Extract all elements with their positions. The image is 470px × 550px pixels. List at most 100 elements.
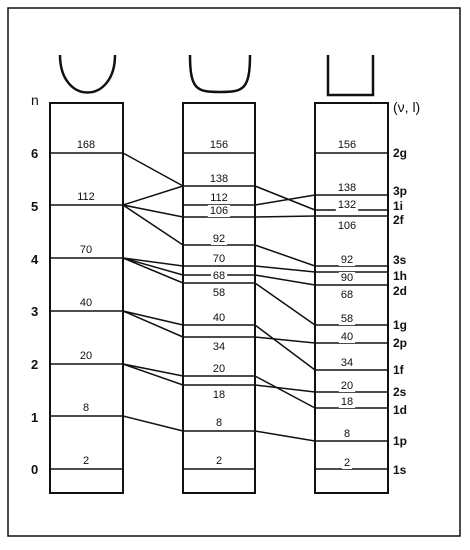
col3-number: 68: [341, 289, 353, 301]
col1-number: 112: [77, 191, 95, 203]
number-background: [210, 287, 228, 299]
col3-number: 90: [341, 272, 353, 284]
woods-saxon-potential-icon: [188, 54, 252, 94]
quantum-numbers-label: (ν, l): [393, 99, 420, 115]
col2-number: 20: [213, 363, 225, 375]
state-label: 1d: [393, 403, 407, 417]
col2-number: 138: [210, 173, 228, 185]
connector-line: [122, 185, 184, 206]
state-label: 2s: [393, 385, 407, 399]
col3-number: 20: [341, 380, 353, 392]
number-background: [77, 297, 95, 309]
n-tick-labels: 0 1 2 3 4 5 6: [31, 146, 39, 477]
number-background: [338, 357, 356, 369]
square-well-column: [314, 102, 389, 494]
state-label: 1p: [393, 434, 407, 448]
col1-number: 168: [77, 139, 95, 151]
number-background: [77, 350, 95, 362]
col1-number: 2: [83, 455, 89, 467]
state-label: 2p: [393, 336, 407, 350]
col2-number: 34: [213, 341, 225, 353]
n-tick: 4: [31, 252, 39, 267]
connector-line: [254, 194, 316, 206]
number-background: [338, 254, 356, 266]
number-background: [338, 289, 356, 301]
number-background: [208, 192, 230, 204]
number-background: [80, 455, 92, 467]
col3-number: 138: [338, 182, 356, 194]
connector-line: [254, 324, 316, 371]
connector-line: [122, 310, 184, 326]
number-background: [75, 191, 97, 203]
connector-line: [122, 363, 184, 386]
number-background: [77, 244, 95, 256]
connector-line: [122, 257, 184, 267]
number-background: [210, 233, 228, 245]
col2-number: 18: [213, 389, 225, 401]
connector-line: [254, 265, 316, 273]
number-background: [207, 205, 231, 217]
number-background: [341, 457, 353, 469]
col3-number: 92: [341, 254, 353, 266]
connector-line: [122, 204, 184, 246]
col2-number: 92: [213, 233, 225, 245]
intermediate-potential-column: [182, 102, 256, 494]
number-background: [341, 428, 353, 440]
col2-numbers: 2 8 18 20 34 40 58 68 70 92 106 112 138 …: [207, 139, 231, 467]
n-tick: 5: [31, 199, 38, 214]
col3-number: 40: [341, 331, 353, 343]
state-labels: 1s 1p 1d 2s 1f 2p 1g 3s 1h 2d 3p 1i 2f 2…: [393, 146, 407, 477]
square-well-potential-icon: [326, 55, 375, 97]
number-background: [207, 139, 231, 151]
state-label: 2g: [393, 146, 407, 160]
col1-number: 8: [83, 402, 89, 414]
col3-number: 2: [344, 457, 350, 469]
number-background: [210, 363, 228, 375]
number-background: [210, 270, 228, 282]
col3-number: 58: [341, 313, 353, 325]
col3-number: 8: [344, 428, 350, 440]
number-background: [338, 313, 356, 325]
col3-number: 18: [341, 396, 353, 408]
number-background: [213, 455, 225, 467]
number-background: [210, 253, 228, 265]
state-label: 1h: [393, 269, 407, 283]
connector-line: [122, 152, 184, 187]
number-background: [213, 417, 225, 429]
number-background: [335, 139, 359, 151]
col2-number: 156: [210, 139, 228, 151]
state-label: 1g: [393, 318, 407, 332]
connector-line: [122, 310, 184, 338]
connector-line: [122, 257, 184, 284]
number-background: [338, 380, 356, 392]
connector-line: [254, 336, 316, 344]
n-tick: 2: [31, 357, 38, 372]
connector-line: [254, 244, 316, 267]
number-background: [338, 396, 356, 408]
col3-number: 156: [338, 139, 356, 151]
col2-number: 2: [216, 455, 222, 467]
connector-line: [254, 185, 316, 211]
n-tick: 3: [31, 304, 38, 319]
connector-line: [254, 282, 316, 326]
connector-line: [122, 204, 184, 218]
connector-line: [254, 430, 316, 442]
col2-number: 112: [210, 192, 228, 204]
connector-line: [254, 384, 316, 393]
harmonic-oscillator-column: [49, 102, 124, 494]
state-label: 3s: [393, 253, 407, 267]
col1-numbers: 2 8 20 40 70 112 168: [74, 139, 98, 467]
col2-number: 68: [213, 270, 225, 282]
state-label: 2f: [393, 213, 405, 227]
col1-number: 70: [80, 244, 92, 256]
number-background: [335, 199, 359, 211]
col2-number: 40: [213, 312, 225, 324]
col3-number: 132: [338, 199, 356, 211]
state-label: 3p: [393, 184, 407, 198]
col3-numbers: 2 8 18 20 34 40 58 68 90 92 106 132 138 …: [335, 139, 359, 469]
connector-line: [254, 274, 316, 286]
connector-line: [254, 215, 316, 218]
state-label: 1i: [393, 199, 403, 213]
col1-number: 20: [80, 350, 92, 362]
n-axis-label: n: [31, 92, 39, 108]
